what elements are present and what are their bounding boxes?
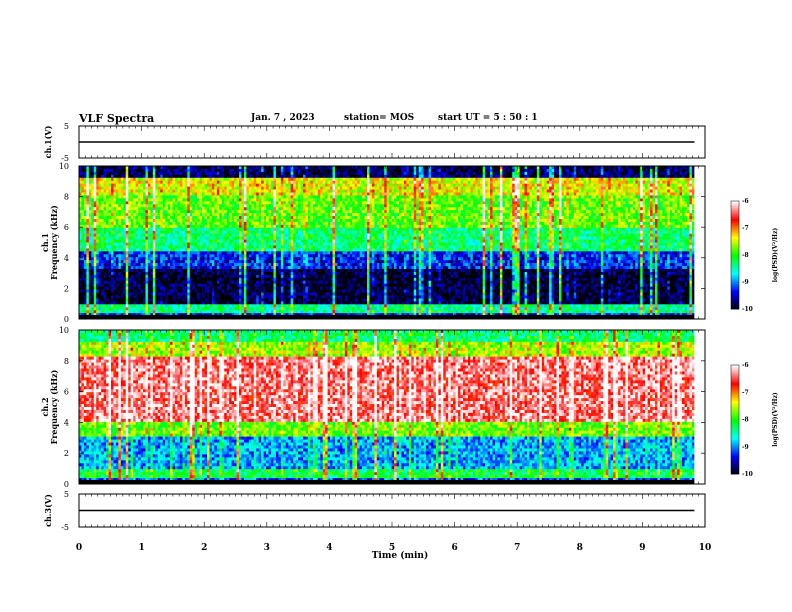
header-date: Jan. 7 , 2023: [251, 113, 315, 123]
ch1-colorbar-tick: -9: [742, 279, 749, 286]
ch1-spec-y-tick-label: 0: [64, 315, 69, 324]
ch3-wave-y-tick-label: -5: [61, 523, 69, 532]
ch2-colorbar: -6 -7 -8 -9 -10 log(PSD)(V²/Hz): [730, 362, 779, 478]
ch2-colorbar-tick: -7: [742, 389, 749, 396]
chart-title: VLF Spectra: [79, 112, 154, 125]
x-tick-label: 5: [389, 543, 395, 553]
ch1-wave-y-tick-label: -5: [61, 154, 69, 163]
ch1-spec-y-tick-label: 2: [64, 284, 69, 293]
x-tick-label: 7: [514, 543, 520, 553]
ch1-spec-y-tick-label: 6: [64, 223, 69, 232]
ch2-colorbar-tick: -10: [742, 471, 753, 478]
ch2-spec-y-tick-label: 2: [64, 449, 69, 458]
ch1-colorbar-tick: -6: [742, 198, 749, 205]
x-tick-label: 0: [76, 543, 82, 553]
ch1-wave-ylabel: ch.1(V): [43, 125, 53, 158]
ch2-spec-y-tick-label: 4: [64, 418, 69, 427]
ch2-spec-y-tick-label: 8: [64, 357, 69, 366]
ch2-spec-y-tick-label: 10: [59, 326, 69, 335]
ch3-wave-ylabel: ch.3(V): [43, 494, 53, 527]
ch2-spec-y-tick-label: 0: [64, 480, 69, 489]
ch1-colorbar-tick: -10: [742, 306, 753, 313]
ch1-wave-y-tick-label: 5: [64, 122, 69, 131]
panel-x-ticks-2: [78, 166, 706, 319]
panel-x-ticks-1: [78, 126, 706, 158]
header-start-time: start UT = 5 : 50 : 1: [438, 113, 538, 123]
no-data-region: [694, 166, 705, 319]
ch1-spec-ylabel-unit: Frequency (kHz): [49, 205, 59, 280]
ch1-colorbar-label: log(PSD)(V²/Hz): [772, 228, 779, 283]
ch3-wave-y-tick-label: 5: [64, 490, 69, 499]
ch2-spec-y-axis: 0 2 4 6 8 10 ch.2 Frequency (kHz): [40, 326, 705, 489]
ch2-spec-y-tick-label: 6: [64, 388, 69, 397]
ch2-spectrogram: [79, 330, 705, 485]
ch1-spec-y-tick-label: 8: [64, 193, 69, 202]
x-axis: 0 1 2 3 4 5 6 7 8 9 10 Time (min): [76, 543, 711, 561]
ch2-spec-ylabel-unit: Frequency (kHz): [49, 369, 59, 444]
x-tick-label: 3: [264, 543, 270, 553]
x-tick-label: 6: [451, 543, 457, 553]
ch3-wave-y-axis: 5 -5 ch.3(V): [43, 490, 705, 532]
x-tick-label: 10: [699, 543, 712, 553]
ch1-spec-y-axis: 0 2 4 6 8 10 ch.1 Frequency (kHz): [40, 162, 705, 324]
ch1-spec-y-tick-label: 10: [59, 162, 69, 171]
x-tick-label: 2: [201, 543, 207, 553]
x-axis-label: Time (min): [372, 550, 429, 561]
ch1-colorbar-tick: -7: [742, 225, 749, 232]
x-tick-label: 4: [326, 543, 332, 553]
ch1-spec-y-tick-label: 4: [64, 254, 69, 263]
baseline-strip: [79, 315, 695, 319]
ch2-spec-ylabel-channel: ch.2: [40, 397, 50, 416]
baseline-strip: [79, 480, 695, 484]
ch1-spec-ylabel-channel: ch.1: [40, 233, 50, 252]
no-data-region: [694, 330, 705, 484]
ch2-colorbar-tick: -9: [742, 444, 749, 451]
x-tick-label: 9: [639, 543, 645, 553]
ch2-colorbar-label: log(PSD)(V²/Hz): [772, 392, 779, 447]
ch1-colorbar: -6 -7 -8 -9 -10 log(PSD)(V²/Hz): [730, 198, 779, 313]
x-tick-label: 1: [138, 543, 144, 553]
ch2-colorbar-tick: -6: [742, 362, 749, 369]
ch2-colorbar-tick: -8: [742, 417, 749, 424]
header-station: station= MOS: [344, 113, 414, 123]
ch1-wave-y-axis: 5 -5 ch.1(V): [43, 122, 705, 163]
ch1-colorbar-tick: -8: [742, 252, 749, 259]
ch1-spectrogram: [79, 166, 705, 320]
panel-x-ticks-3: [78, 330, 706, 484]
panel-x-ticks-4: [78, 494, 706, 527]
x-tick-label: 8: [577, 543, 583, 553]
